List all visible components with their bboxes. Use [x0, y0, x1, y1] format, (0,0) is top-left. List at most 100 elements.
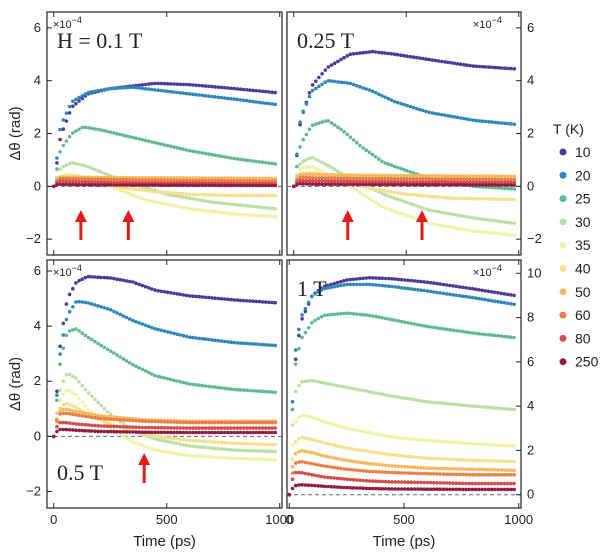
data-point: [118, 417, 122, 422]
data-point: [74, 422, 78, 426]
data-point: [153, 430, 157, 435]
data-point: [505, 487, 510, 492]
data-point: [267, 442, 271, 447]
data-point: [251, 183, 255, 188]
data-point: [441, 481, 446, 485]
data-point: [254, 176, 258, 181]
data-point: [153, 434, 157, 439]
data-point: [377, 202, 381, 207]
data-point: [124, 183, 129, 187]
data-point: [153, 425, 157, 430]
data-point: [80, 410, 85, 415]
data-point: [326, 475, 330, 480]
data-point: [486, 332, 491, 337]
data-point: [108, 349, 113, 354]
data-point: [316, 439, 321, 443]
data-point: [124, 315, 129, 320]
data-point: [505, 335, 510, 339]
data-point: [55, 398, 59, 403]
data-point: [332, 61, 337, 65]
data-point: [367, 176, 372, 181]
data-point: [238, 420, 243, 425]
data-point: [396, 319, 401, 323]
data-point: [409, 487, 414, 491]
data-point: [430, 58, 435, 62]
data-point: [383, 452, 388, 456]
data-point: [414, 204, 419, 208]
data-point: [424, 173, 428, 178]
data-point: [105, 275, 110, 280]
data-point: [83, 183, 88, 187]
data-point: [105, 129, 110, 134]
data-point: [213, 338, 217, 343]
data-point: [86, 335, 91, 340]
data-point: [493, 487, 497, 492]
data-point: [367, 282, 372, 287]
data-point: [483, 442, 488, 447]
data-point: [322, 441, 327, 445]
data-point: [509, 183, 513, 187]
data-point: [254, 342, 258, 346]
data-point: [422, 480, 427, 485]
data-point: [348, 467, 353, 472]
data-point: [298, 120, 302, 124]
data-point: [71, 104, 75, 109]
data-point: [210, 296, 214, 300]
data-point: [159, 438, 164, 443]
data-point: [229, 202, 233, 206]
data-point: [93, 397, 97, 402]
data-point: [332, 179, 337, 184]
data-point: [489, 459, 494, 463]
data-point: [71, 286, 75, 291]
data-point: [483, 332, 488, 337]
data-point: [191, 149, 195, 154]
data-point: [406, 454, 410, 459]
data-point: [323, 179, 328, 183]
data-point: [303, 436, 308, 440]
data-point: [358, 173, 362, 177]
data-point: [387, 317, 391, 321]
data-point: [143, 87, 148, 91]
data-point: [421, 206, 425, 210]
data-point: [345, 282, 349, 287]
data-point: [248, 341, 252, 346]
data-point: [86, 301, 91, 305]
data-point: [137, 86, 141, 90]
data-point: [473, 458, 478, 463]
data-point: [449, 212, 454, 216]
data-point: [449, 61, 454, 65]
data-point: [257, 299, 262, 304]
data-point: [80, 422, 85, 427]
data-point: [468, 215, 472, 220]
data-point: [153, 189, 157, 194]
data-point: [200, 208, 205, 213]
data-point: [64, 420, 69, 425]
data-point: [481, 217, 485, 221]
data-point: [448, 402, 452, 406]
data-point: [251, 299, 255, 304]
data-point: [480, 458, 484, 463]
data-point: [219, 193, 224, 197]
data-point: [323, 172, 328, 177]
data-point: [210, 152, 214, 157]
data-point: [210, 426, 214, 430]
data-point: [406, 480, 410, 485]
data-point: [427, 208, 432, 212]
data-point: [345, 385, 349, 390]
data-point: [380, 182, 384, 187]
data-point: [232, 156, 236, 161]
data-point: [460, 403, 465, 408]
data-point: [412, 322, 417, 326]
data-point: [191, 444, 195, 449]
data-point: [399, 480, 404, 484]
data-point: [58, 427, 62, 432]
data-point: [64, 139, 69, 143]
data-point: [383, 434, 388, 438]
data-point: [112, 180, 116, 185]
data-point: [121, 434, 126, 438]
data-point: [219, 447, 224, 451]
data-point: [156, 374, 160, 379]
data-point: [263, 343, 268, 347]
data-point: [178, 380, 183, 384]
data-point: [509, 468, 513, 473]
